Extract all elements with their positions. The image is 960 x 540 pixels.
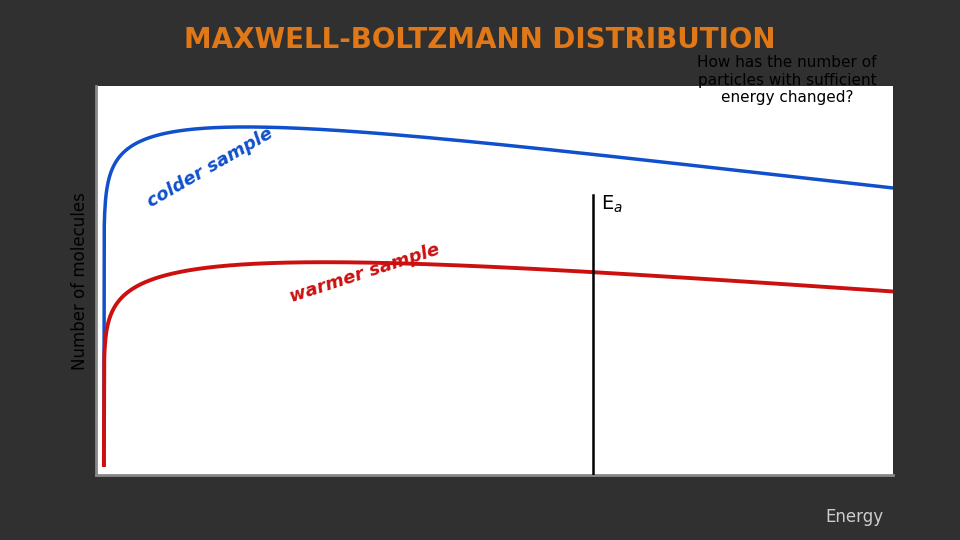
Text: How has the number of
particles with sufficient
energy changed?: How has the number of particles with suf…	[697, 55, 876, 105]
Text: colder sample: colder sample	[144, 125, 276, 212]
Text: Energy: Energy	[825, 508, 883, 525]
Text: MAXWELL-BOLTZMANN DISTRIBUTION: MAXWELL-BOLTZMANN DISTRIBUTION	[184, 26, 776, 54]
Text: E$_a$: E$_a$	[601, 193, 623, 215]
Text: warmer sample: warmer sample	[287, 241, 442, 306]
Y-axis label: Number of molecules: Number of molecules	[71, 192, 89, 370]
